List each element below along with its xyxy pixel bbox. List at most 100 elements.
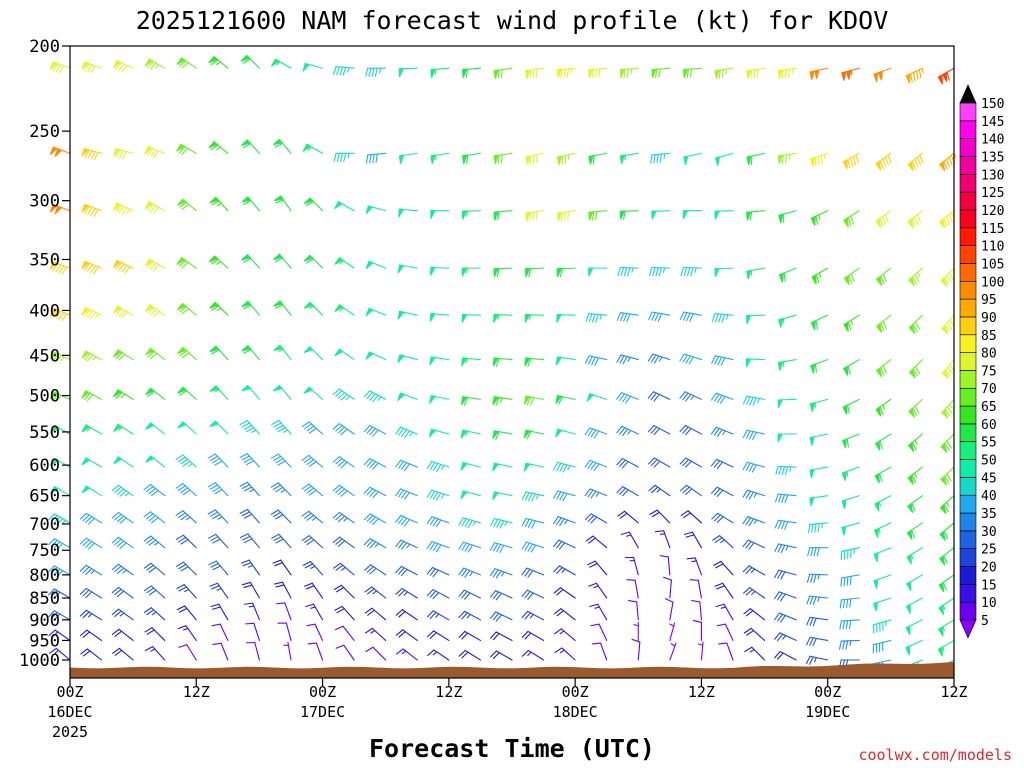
wind-barb xyxy=(365,260,387,270)
wind-barb xyxy=(111,511,134,524)
wind-barb xyxy=(807,547,829,557)
wind-barb xyxy=(270,482,292,497)
wind-barb xyxy=(332,484,355,497)
colorbar-segment xyxy=(959,548,977,567)
x-tick-label: 12Z xyxy=(183,683,210,701)
wind-barb xyxy=(584,459,608,472)
wind-barb xyxy=(647,353,671,364)
wind-barb xyxy=(774,569,797,580)
x-tick-label: 12Z xyxy=(688,683,715,701)
wind-barb xyxy=(427,630,450,641)
wind-barb xyxy=(616,354,639,365)
wind-barb xyxy=(207,453,229,468)
wind-barb xyxy=(458,649,481,661)
wind-barb xyxy=(241,300,260,316)
wind-barb xyxy=(585,313,608,323)
wind-barb xyxy=(714,210,734,220)
wind-barb xyxy=(490,542,513,554)
wind-barb xyxy=(490,517,513,529)
wind-barb xyxy=(492,430,513,440)
wind-barb xyxy=(777,152,797,164)
wind-barb xyxy=(873,547,892,563)
wind-barb xyxy=(682,67,702,79)
wind-barb xyxy=(364,564,387,576)
wind-barb xyxy=(811,267,829,285)
wind-barb xyxy=(689,579,702,599)
wind-barb xyxy=(334,257,355,269)
wind-barb xyxy=(521,589,545,600)
colorbar-segment xyxy=(959,263,977,282)
wind-barb xyxy=(241,139,260,154)
wind-barb xyxy=(363,425,387,437)
wind-barb xyxy=(489,611,513,622)
colorbar-segment xyxy=(959,512,977,532)
wind-barb xyxy=(841,433,860,449)
colorbar-label: 10 xyxy=(981,596,997,611)
wind-barb xyxy=(111,484,134,497)
wind-barb xyxy=(809,67,829,80)
colorbar-segment xyxy=(959,245,977,264)
colorbar-label: 125 xyxy=(981,186,1004,201)
wind-barb xyxy=(711,355,734,366)
x-tick-date: 16DEC xyxy=(47,703,92,721)
wind-barb xyxy=(843,210,860,228)
wind-barb xyxy=(175,454,197,468)
wind-barb xyxy=(809,398,829,412)
wind-barb xyxy=(493,267,513,278)
wind-barb xyxy=(873,619,892,634)
wind-barb xyxy=(303,197,324,212)
wind-barb xyxy=(810,210,829,226)
wind-barb xyxy=(686,557,702,576)
wind-barb xyxy=(461,267,481,277)
chart-title: 2025121600 NAM forecast wind profile (kt… xyxy=(136,6,889,35)
y-tick-label: 600 xyxy=(29,456,60,476)
wind-barb xyxy=(272,384,292,400)
wind-barb xyxy=(619,210,639,220)
wind-barb xyxy=(143,511,166,524)
wind-barb xyxy=(521,491,545,502)
wind-barb xyxy=(493,67,513,79)
wind-barb xyxy=(49,391,71,403)
wind-barb xyxy=(461,67,481,79)
wind-barb xyxy=(589,603,608,621)
wind-barb xyxy=(111,628,134,641)
wind-barb xyxy=(241,253,260,269)
wind-barb xyxy=(207,533,229,549)
wind-barb xyxy=(633,621,639,641)
wind-barb xyxy=(207,482,229,497)
wind-barb xyxy=(241,384,260,400)
wind-barb xyxy=(941,398,955,419)
wind-barb xyxy=(395,514,418,527)
wind-barb xyxy=(907,466,923,485)
wind-barb xyxy=(778,267,797,283)
wind-barb xyxy=(334,605,355,621)
wind-barb xyxy=(49,307,71,322)
colorbar-segment xyxy=(959,156,977,175)
wind-barb xyxy=(523,395,545,406)
wind-barb xyxy=(489,568,513,579)
colorbar-label: 140 xyxy=(981,133,1004,148)
wind-barb xyxy=(460,396,481,406)
wind-barb xyxy=(626,579,639,599)
wind-barb xyxy=(805,655,829,665)
colorbar-segment xyxy=(959,102,977,122)
wind-barb xyxy=(619,67,639,79)
wind-barb xyxy=(584,355,608,366)
colorbar-segment xyxy=(959,601,977,621)
wind-barb xyxy=(176,198,197,212)
wind-barb xyxy=(111,608,134,621)
wind-barb xyxy=(492,396,513,406)
wind-barb xyxy=(364,627,387,641)
wind-barb xyxy=(364,607,387,621)
wind-barb xyxy=(333,152,355,162)
wind-barb xyxy=(875,359,892,378)
wind-barb xyxy=(521,630,545,641)
wind-barb xyxy=(243,602,260,621)
wind-barb xyxy=(239,420,260,435)
wind-barb xyxy=(335,644,355,661)
wind-barb xyxy=(493,152,513,164)
wind-barb xyxy=(937,639,955,657)
wind-barb xyxy=(842,152,860,170)
wind-barb xyxy=(521,649,545,661)
wind-barb xyxy=(778,210,797,224)
